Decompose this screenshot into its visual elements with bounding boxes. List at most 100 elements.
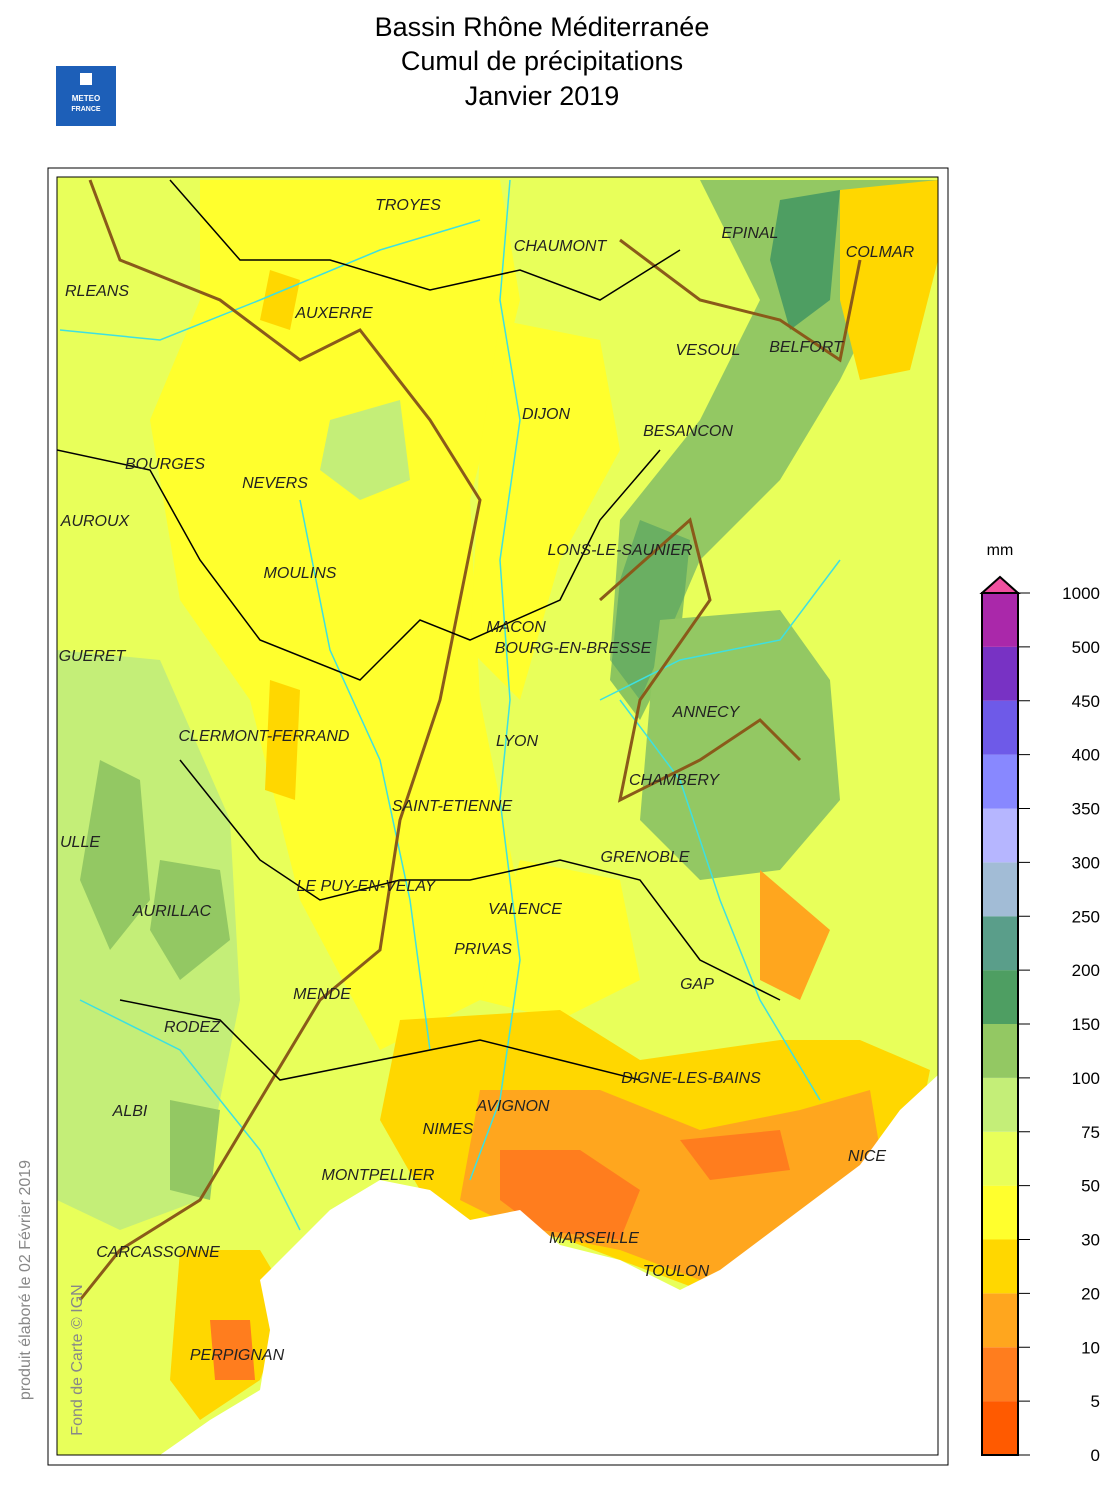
legend-tick-label: 150 <box>1072 1015 1100 1034</box>
legend-tick-label: 5 <box>1091 1392 1100 1411</box>
city-label: TROYES <box>375 197 441 214</box>
legend-tick-label: 500 <box>1072 638 1100 657</box>
city-label: EPINAL <box>722 225 779 242</box>
city-label: LYON <box>496 733 539 750</box>
river <box>599 559 841 701</box>
zone <box>610 520 690 720</box>
river <box>469 179 521 1181</box>
city-labels: TROYES CHAUMONT EPINAL COLMAR RLEANS AUXERRE V… <box>59 197 915 1364</box>
zone <box>770 190 840 330</box>
legend: 0 5 10 20 30 50 75 100 150 200 250 300 350 400 450 500 1… <box>979 575 1100 1465</box>
zone <box>680 1130 790 1180</box>
legend-tick-label: 250 <box>1072 907 1100 926</box>
legend-swatch <box>982 1024 1018 1078</box>
legend-swatch <box>982 754 1018 809</box>
legend-tick-label: 300 <box>1072 853 1100 872</box>
legend-swatch <box>982 1239 1018 1294</box>
zone <box>470 320 620 700</box>
city-label: AURILLAC <box>132 903 212 920</box>
boundary <box>619 238 862 363</box>
city-label: SAINT-ETIENNE <box>392 798 513 815</box>
title-line: Janvier 2019 <box>465 81 620 111</box>
logo-icon <box>80 73 92 85</box>
city-label: CLERMONT-FERRAND <box>179 728 350 745</box>
city-label: NICE <box>848 1148 887 1165</box>
legend-tick-label: 10 <box>1081 1338 1100 1357</box>
city-label: BESANCON <box>643 423 733 440</box>
legend-overflow <box>979 575 1021 594</box>
city-label: GAP <box>680 976 714 993</box>
legend-tick-label: 50 <box>1081 1177 1100 1196</box>
legend-swatch <box>982 700 1018 755</box>
legend-swatch <box>982 1293 1018 1348</box>
zone <box>260 270 300 800</box>
city-label: PRIVAS <box>454 941 512 958</box>
zone <box>840 180 938 380</box>
legend-tick-label: 200 <box>1072 961 1100 980</box>
legend-tick-label: 75 <box>1081 1123 1100 1142</box>
zone <box>210 1320 255 1380</box>
legend-tick-label: 0 <box>1091 1446 1100 1465</box>
city-label: LONS-LE-SAUNIER <box>548 542 693 559</box>
city-label: LE PUY-EN-VELAY <box>296 878 436 895</box>
zone <box>500 1150 640 1240</box>
zone <box>170 1100 220 1200</box>
legend-swatch <box>982 1401 1018 1455</box>
boundary <box>169 179 681 301</box>
city-label: COLMAR <box>846 244 915 261</box>
city-label: RLEANS <box>65 283 129 300</box>
boundary <box>57 449 661 681</box>
dept-boundaries <box>57 179 781 1081</box>
legend-swatch <box>982 646 1018 701</box>
city-label: MOULINS <box>264 565 337 582</box>
legend-tick-label: 30 <box>1081 1231 1100 1250</box>
city-label: MONTPELLIER <box>322 1167 435 1184</box>
legend-swatch <box>982 593 1018 647</box>
river <box>79 999 301 1231</box>
legend-swatch <box>982 1347 1018 1402</box>
city-label: ANNECY <box>672 704 741 721</box>
legend-swatch <box>982 916 1018 971</box>
legend-swatch <box>982 1185 1018 1240</box>
legend-tick-label: 450 <box>1072 692 1100 711</box>
zone <box>640 610 840 880</box>
city-label: BOURG-EN-BRESSE <box>495 640 652 657</box>
title-line: Bassin Rhône Méditerranée <box>375 12 710 42</box>
outer-frame <box>47 167 949 1466</box>
map-credit: Fond de Carte © IGN <box>69 1284 86 1435</box>
legend-tick-label: 20 <box>1081 1284 1100 1303</box>
city-label: MARSEILLE <box>549 1230 639 1247</box>
legend-swatch <box>982 970 1018 1024</box>
city-label: BELFORT <box>769 339 844 356</box>
city-label: CHAUMONT <box>514 238 608 255</box>
city-label: AUROUX <box>60 513 131 530</box>
river <box>619 699 821 1101</box>
city-label: CHAMBERY <box>629 772 720 789</box>
city-label: DIJON <box>522 406 570 423</box>
zone <box>760 870 830 1000</box>
city-label: PERPIGNAN <box>190 1347 285 1364</box>
legend-swatch <box>982 1077 1018 1132</box>
city-label: DIGNE-LES-BAINS <box>621 1070 761 1087</box>
city-label: MENDE <box>293 986 351 1003</box>
city-label: RODEZ <box>164 1019 221 1036</box>
boundary <box>119 999 641 1081</box>
city-label: NIMES <box>423 1121 474 1138</box>
city-label: AUXERRE <box>294 305 373 322</box>
boundary <box>179 759 781 1001</box>
city-label: BOURGES <box>125 456 205 473</box>
river <box>299 499 431 1051</box>
zone <box>80 760 150 950</box>
city-label: VALENCE <box>488 901 562 918</box>
city-label: NEVERS <box>242 475 308 492</box>
legend-tick-label: 350 <box>1072 800 1100 819</box>
zone <box>150 180 520 1050</box>
zone <box>150 860 230 980</box>
legend-swatch <box>982 808 1018 863</box>
river <box>59 219 481 341</box>
city-label: TOULON <box>643 1263 710 1280</box>
zone <box>320 400 410 500</box>
city-label: AVIGNON <box>476 1098 550 1115</box>
legend-tick-label: 400 <box>1072 746 1100 765</box>
